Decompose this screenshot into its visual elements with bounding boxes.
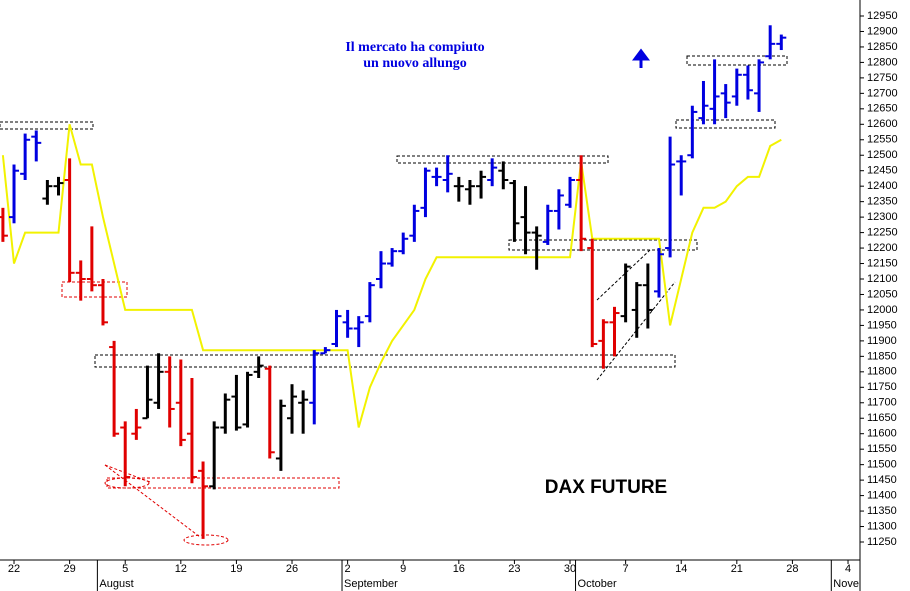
- y-tick-label: 11500: [867, 459, 897, 471]
- x-tick-label: 30: [564, 563, 576, 575]
- y-tick-label: 12350: [867, 196, 898, 208]
- x-tick-label: 21: [731, 563, 743, 575]
- level-box: [106, 477, 340, 489]
- title-line: Il mercato ha compiuto: [345, 40, 484, 55]
- x-tick-label: 28: [786, 563, 798, 575]
- x-tick-label: 9: [400, 563, 406, 575]
- y-tick-label: 11700: [867, 397, 897, 409]
- indicator-line: [1, 124, 782, 428]
- y-tick-label: 11850: [867, 350, 897, 362]
- y-tick-label: 12850: [867, 41, 898, 53]
- channel-line: [596, 249, 651, 301]
- x-tick-label: 29: [63, 563, 75, 575]
- y-tick-label: 12650: [867, 103, 898, 115]
- y-tick-label: 12450: [867, 165, 898, 177]
- level-ellipse: [183, 534, 229, 546]
- y-tick-label: 12500: [867, 149, 898, 161]
- y-tick-label: 11400: [867, 489, 897, 501]
- level-ellipse: [104, 477, 150, 489]
- month-label: September: [344, 578, 398, 590]
- x-tick-label: 7: [623, 563, 629, 575]
- level-box: [0, 121, 94, 130]
- y-tick-label: 12300: [867, 211, 898, 223]
- y-tick-label: 11650: [867, 412, 897, 424]
- x-tick-label: 2: [345, 563, 351, 575]
- trend-line: [104, 464, 201, 538]
- trend-line: [104, 464, 151, 483]
- y-tick-label: 12750: [867, 72, 898, 84]
- x-tick-label: 4: [845, 563, 851, 575]
- x-tick-label: 26: [286, 563, 298, 575]
- y-tick-label: 11450: [867, 474, 897, 486]
- y-tick-label: 12550: [867, 134, 898, 146]
- level-box: [686, 55, 788, 66]
- level-box: [508, 239, 698, 251]
- month-label: October: [578, 578, 617, 590]
- y-tick-label: 11300: [867, 520, 897, 532]
- y-tick-label: 12150: [867, 257, 898, 269]
- y-tick-label: 12900: [867, 25, 898, 37]
- chart-label: DAX FUTURE: [545, 477, 667, 498]
- level-box: [675, 119, 776, 129]
- y-tick-label: 12000: [867, 304, 898, 316]
- month-label: August: [99, 578, 133, 590]
- y-tick-label: 12100: [867, 273, 898, 285]
- x-tick-label: 5: [122, 563, 128, 575]
- month-label: Nove: [833, 578, 859, 590]
- level-box: [61, 281, 128, 298]
- y-tick-label: 11350: [867, 505, 897, 517]
- title-line: un nuovo allungo: [363, 56, 467, 71]
- y-tick-label: 11250: [867, 536, 897, 548]
- y-tick-label: 12800: [867, 56, 898, 68]
- y-tick-label: 12050: [867, 288, 898, 300]
- y-tick-label: 11600: [867, 428, 897, 440]
- annotations: [0, 48, 788, 546]
- x-tick-label: 19: [230, 563, 242, 575]
- y-tick-label: 12600: [867, 118, 898, 130]
- y-tick-label: 12700: [867, 87, 898, 99]
- y-tick-label: 11950: [867, 319, 897, 331]
- y-tick-label: 12200: [867, 242, 898, 254]
- x-tick-label: 14: [675, 563, 687, 575]
- y-tick-label: 12950: [867, 10, 898, 22]
- x-tick-label: 23: [508, 563, 520, 575]
- arrow-up: [632, 48, 650, 68]
- y-tick-label: 12250: [867, 226, 898, 238]
- y-tick-label: 12400: [867, 180, 898, 192]
- x-tick-label: 16: [453, 563, 465, 575]
- y-tick-label: 11800: [867, 366, 897, 378]
- x-tick-label: 22: [8, 563, 20, 575]
- y-tick-label: 11900: [867, 335, 897, 347]
- y-tick-label: 11750: [867, 381, 897, 393]
- x-tick-label: 12: [175, 563, 187, 575]
- y-tick-label: 11550: [867, 443, 897, 455]
- level-box: [396, 155, 609, 164]
